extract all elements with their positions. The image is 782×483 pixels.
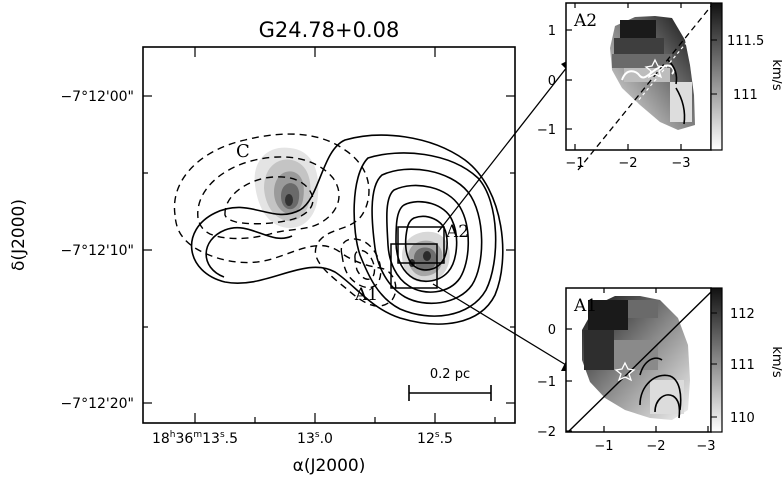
a1-colorbar-tick-3: 110 [730,411,755,426]
main-ylabel: δ(J2000) [9,199,29,271]
a1-ytick-1: 0 [548,323,556,338]
a1-inset-label: A1 [573,296,597,316]
main-xtick-1: 18h36m13s.5 [152,430,238,447]
main-ticks [143,47,515,423]
main-xlabel: α(J2000) [293,456,366,476]
main-ytick-3: −7°12'20" [60,396,134,412]
a2-ytick-2: 0 [548,74,556,89]
a1-xtick-1: −1 [594,439,613,454]
main-xtick-2: 13s.0 [297,430,333,447]
scale-bar-label: 0.2 pc [430,367,470,382]
label-a1: A1 [354,285,378,305]
a2-ytick-3: −1 [537,123,556,138]
a1-xtick-2: −2 [646,439,665,454]
a1-xtick-3: −3 [696,439,715,454]
a2-colorbar-tick-1: 111.5 [727,34,764,49]
a1-colorbar-unit: km/s [769,346,782,378]
a2-xtick-3: −3 [671,156,690,171]
dashed-contours [173,133,397,307]
main-title: G24.78+0.08 [259,18,400,42]
box-a2 [397,226,445,264]
main-frame [142,46,516,424]
inset-a1 [565,287,723,433]
a1-colorbar [710,287,723,433]
a2-colorbar-tick-2: 111 [733,88,758,103]
a1-ytick-3: −2 [537,425,556,440]
connector-arrows [432,61,572,369]
a2-inset-label: A2 [573,11,597,31]
a2-xtick-2: −2 [618,156,637,171]
main-ytick-2: −7°12'10" [60,243,134,259]
a2-xtick-1: −1 [565,156,584,171]
a1-ytick-2: −1 [537,375,556,390]
label-a2: A2 [445,222,469,242]
label-c: C [236,141,250,162]
a2-ytick-1: 1 [548,24,556,39]
a2-colorbar-unit: km/s [769,59,782,91]
emission-c [254,147,319,228]
a1-colorbar-tick-1: 112 [730,307,755,322]
main-ytick-1: −7°12'00" [60,89,134,105]
inset-a2 [565,2,723,171]
a2-colorbar [710,2,723,151]
a1-colorbar-tick-2: 111 [730,358,755,373]
main-xtick-3: 12s.5 [417,430,453,447]
main-plot [173,133,504,325]
scale-bar [408,385,492,401]
box-a1 [390,243,438,289]
